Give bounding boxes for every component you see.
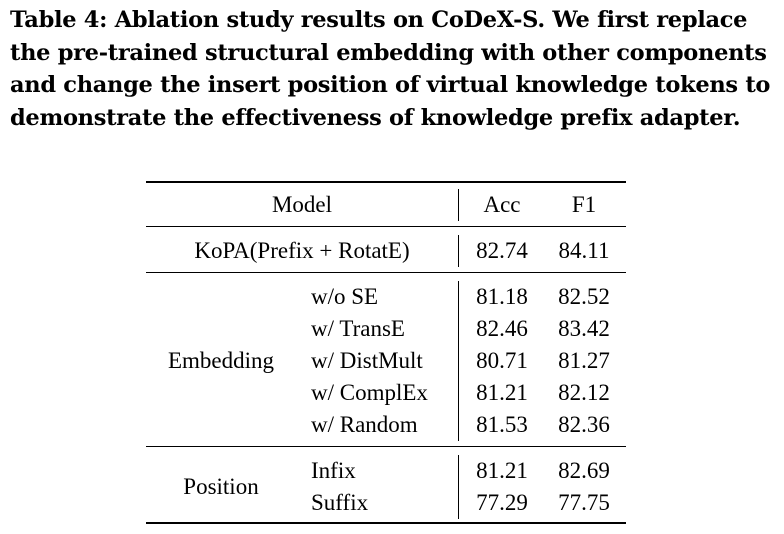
group-label-embedding: Embedding [167,348,275,373]
caption-line: the pre-trained structural embedding wit… [10,39,767,66]
table-row-f1: 82.12 [558,380,610,405]
main-row-f1: 84.11 [558,238,610,263]
column-separator [458,235,459,267]
table-row-variant: w/ Random [311,412,418,437]
caption-line: Table 4: Ablation study results on CoDeX… [10,7,748,33]
table-row-variant: w/o SE [311,284,379,309]
header-rule [146,226,626,227]
group-label-position: Position [183,474,259,499]
table-row-f1: 83.42 [558,316,610,341]
caption-line: and change the insert position of virtua… [10,72,771,98]
caption-line: demonstrate the effectiveness of knowled… [10,104,741,131]
table-row-f1: 81.27 [558,348,610,373]
header-model: Model [271,192,333,217]
header-f1: F1 [571,192,597,217]
table-row-variant: w/ DistMult [311,348,423,373]
table-row-variant: Infix [311,458,356,483]
table-row-variant: w/ TransE [311,316,405,341]
embedding-group-rule [146,446,626,447]
column-separator [458,281,459,441]
table-row-acc: 81.21 [476,380,528,405]
main-row-rule [146,272,626,273]
main-row-acc: 82.74 [476,238,528,263]
bottom-rule [146,522,626,524]
table-row-acc: 81.18 [476,284,528,309]
table-row-acc: 82.46 [476,316,528,341]
top-rule [146,181,626,183]
table-row-acc: 80.71 [476,348,528,373]
main-row-model: KoPA(Prefix + RotatE) [194,238,410,263]
table-row-variant: w/ ComplEx [311,380,428,405]
table-row-acc: 77.29 [476,490,528,515]
table-row-f1: 82.52 [558,284,610,309]
column-separator [458,189,459,221]
table-row-f1: 82.69 [558,458,610,483]
table-row-acc: 81.53 [476,412,528,437]
table-row-variant: Suffix [311,490,369,515]
header-acc: Acc [483,192,521,217]
column-separator [458,455,459,519]
table-row-f1: 82.36 [558,412,610,437]
table-row-acc: 81.21 [476,458,528,483]
table-row-f1: 77.75 [558,490,610,515]
table-caption: Table 4: Ablation study results on CoDeX… [10,4,778,134]
